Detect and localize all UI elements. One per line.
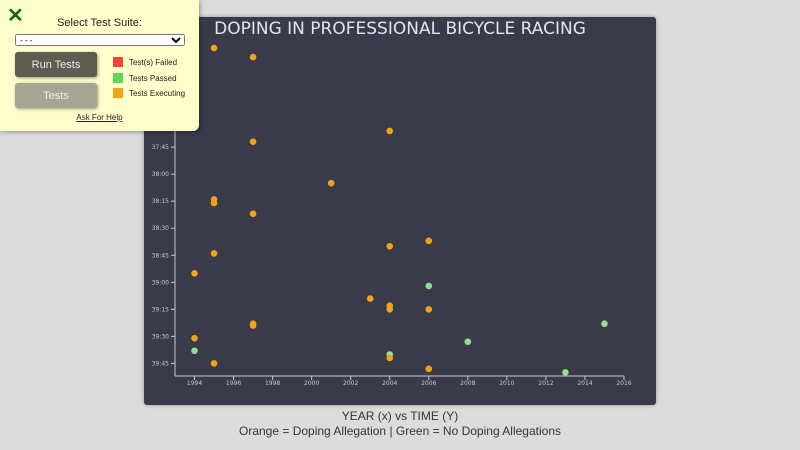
legend-passed: Tests Passed	[113, 73, 177, 83]
suite-label: Select Test Suite:	[57, 17, 142, 29]
y-tick-label: 38:00	[152, 171, 169, 178]
y-tick-label: 39:30	[152, 333, 169, 340]
data-point-doping	[386, 354, 394, 362]
data-point-doping	[425, 237, 433, 245]
x-tick-label: 2014	[577, 380, 592, 387]
data-point-doping	[386, 306, 394, 313]
data-point-doping	[386, 127, 394, 135]
legend-failed: Test(s) Failed	[113, 57, 177, 67]
data-point-clean	[562, 369, 569, 376]
ask-for-help-link[interactable]: Ask For Help	[76, 113, 123, 122]
data-point-doping	[191, 269, 198, 277]
executing-swatch	[113, 88, 123, 98]
close-icon[interactable]: ✕	[7, 5, 24, 27]
run-tests-button[interactable]: Run Tests	[15, 52, 97, 77]
data-point-doping	[249, 210, 257, 218]
x-tick-label: 2010	[499, 380, 514, 387]
data-point-doping	[327, 179, 335, 187]
x-tick-label: 2006	[421, 380, 436, 387]
legend-caption: Orange = Doping Allegation | Green = No …	[239, 424, 561, 438]
y-tick-label: 39:15	[152, 306, 169, 313]
y-tick-label: 39:45	[152, 360, 169, 367]
data-point-doping	[386, 242, 394, 250]
x-tick-label: 2008	[460, 380, 475, 387]
y-tick-label: 38:45	[152, 252, 169, 259]
x-axis-label: YEAR (x) vs TIME (Y)	[341, 409, 459, 423]
data-point-clean	[601, 320, 608, 328]
legend-executing: Tests Executing	[113, 88, 185, 98]
data-point-doping	[210, 44, 218, 52]
data-point-doping	[249, 322, 257, 329]
data-point-doping	[210, 360, 218, 367]
chart-panel	[144, 17, 656, 405]
x-tick-label: 1994	[187, 380, 202, 387]
y-tick-label: 39:00	[152, 279, 169, 286]
data-point-clean	[464, 338, 472, 346]
tests-button[interactable]: Tests	[15, 83, 97, 108]
test-suite-select[interactable]: - - -	[15, 34, 185, 46]
legend-label: Tests Executing	[129, 88, 186, 98]
data-point-doping	[191, 334, 198, 342]
test-suite-panel: ✕ Select Test Suite: - - - Run Tests Tes…	[0, 0, 199, 131]
x-tick-label: 2004	[382, 380, 397, 387]
x-tick-label: 1998	[265, 380, 280, 387]
data-point-doping	[249, 53, 257, 61]
x-tick-label: 2000	[304, 380, 319, 387]
data-point-doping	[249, 138, 257, 146]
y-tick-label: 37:45	[152, 144, 169, 151]
legend-label: Tests Passed	[129, 73, 177, 83]
x-tick-label: 1996	[226, 380, 241, 387]
data-point-doping	[366, 295, 374, 302]
data-point-doping	[425, 306, 433, 313]
chart-title: DOPING IN PROFESSIONAL BICYCLE RACING	[214, 19, 586, 39]
data-point-doping	[425, 365, 433, 373]
x-tick-label: 2002	[343, 380, 358, 387]
data-point-doping	[210, 199, 218, 207]
data-point-clean	[191, 347, 198, 355]
y-tick-label: 38:15	[152, 198, 169, 205]
failed-swatch	[113, 57, 123, 67]
x-tick-label: 2016	[616, 380, 631, 387]
y-tick-label: 38:30	[152, 225, 169, 232]
data-point-clean	[425, 282, 433, 290]
legend-label: Test(s) Failed	[129, 57, 178, 67]
data-point-doping	[210, 250, 218, 257]
passed-swatch	[113, 73, 123, 83]
x-tick-label: 2012	[538, 380, 553, 387]
